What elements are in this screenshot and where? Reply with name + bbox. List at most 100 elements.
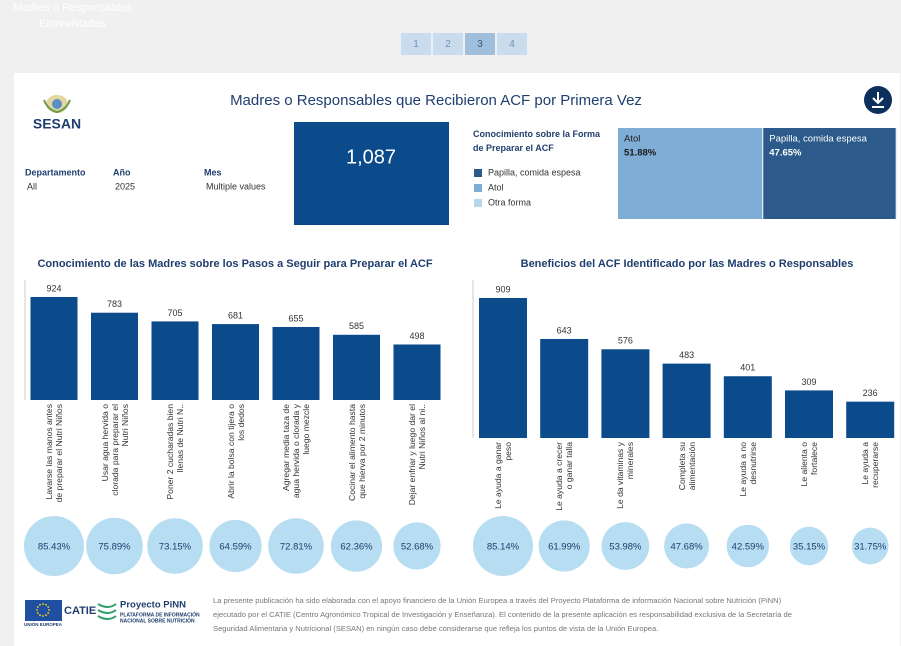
share-label: 61.99% [548,542,581,553]
bar-value-label: 705 [167,308,182,318]
eu-label: UNIÓN EUROPEA [24,620,63,627]
x-tick-label: Le da vitaminas y minerales [615,442,636,509]
logo-text: SESAN [33,116,81,132]
project-name: Proyecto PiNN [120,600,186,611]
page-button[interactable] [497,33,527,55]
treemap-tile [896,128,898,219]
bar[interactable] [333,334,380,400]
footer-text: ejecutado por el CATIE (Centro Agronómic… [213,610,792,619]
eu-star [47,612,50,614]
bar-value-label: 576 [618,336,633,346]
bar[interactable] [785,390,833,438]
x-tick-label: Le ayuda a crecer o ganar talla [554,442,575,511]
x-tick-label: Abrir la bolsa con tijera o los dedos [225,404,246,499]
page-label[interactable]: 1 [413,39,419,50]
share-label: 64.59% [219,542,252,553]
share-label: 62.36% [340,542,373,553]
share-bubble [86,517,143,575]
x-tick-label: Agregar media taza de agua hervida o clo… [281,404,311,499]
download-button[interactable] [864,86,892,114]
footer-text: La presente publicación ha sido elaborad… [213,596,782,605]
eu-star [39,614,41,617]
bar[interactable] [151,321,199,400]
share-label: 47.68% [670,542,703,553]
bar[interactable] [212,324,259,400]
filter-value[interactable]: Multiple values [206,181,266,191]
chart-title: Conocimiento de las Madres sobre los Pas… [37,258,432,270]
eu-star [48,609,50,611]
page-button[interactable] [401,33,431,55]
bar[interactable] [540,338,589,438]
x-tick-label: Lavarse las manos antes de preparar el N… [44,404,64,503]
share-bubble [789,526,829,566]
bar-value-label: 498 [409,331,424,341]
bar[interactable] [662,363,711,438]
share-bubble [330,520,383,572]
page-label[interactable]: 4 [509,39,515,50]
share-bubble [538,520,590,572]
eu-star [42,603,44,605]
eu-flag [25,600,62,621]
bar[interactable] [91,312,138,400]
bar-value-label: 309 [801,377,816,387]
share-bubble [23,515,85,577]
x-tick-label: Poner 2 cucharadas bien llenas de Nutri … [165,404,185,500]
share-label: 85.43% [38,542,71,553]
share-label: 72.81% [280,542,313,553]
catie-logo: CATIE [64,605,96,617]
share-label: 35.15% [793,542,826,553]
bar-value-label: 236 [863,388,878,398]
bar-value-label: 401 [740,363,755,373]
eu-star [36,606,39,608]
eu-star [36,612,39,614]
share-label: 75.89% [98,542,131,553]
filter-value[interactable]: All [27,181,37,191]
bar-value-label: 909 [495,284,510,294]
bar[interactable] [601,349,650,438]
bar[interactable] [479,298,527,438]
share-label: 85.14% [487,542,520,553]
title: Madres o Responsables que Recibieron ACF… [230,92,642,109]
filter-label: Departamento [25,167,86,177]
bar[interactable] [846,401,895,438]
legend-swatch [474,199,482,207]
share-bubble [209,519,262,573]
tile-name: Atol [624,134,640,145]
share-label: 73.15% [159,542,192,553]
catie-waves [97,603,117,620]
bar[interactable] [393,344,441,400]
bar-value-label: 783 [107,299,122,309]
legend-label: Atol [488,182,504,192]
kpi-value: 1,087 [346,146,396,168]
filter-value[interactable]: 2025 [115,181,135,191]
bar-value-label: 643 [557,325,572,335]
page-label[interactable]: 2 [445,39,451,50]
x-tick-label: Le ayuda a ganar peso [493,442,513,509]
eu-star [42,615,44,617]
filter-label: Mes [204,167,222,177]
project-subtitle: PLATAFORMA DE INFORMACIÓN [120,610,200,618]
filter-label: Año [113,167,131,177]
bar[interactable] [30,297,78,400]
eu-star [39,603,41,606]
page-button[interactable] [465,33,495,55]
page-button[interactable] [433,33,463,55]
bar-value-label: 483 [679,350,694,360]
x-tick-label: Cocinar el alimento hasta que hierva por… [346,404,367,501]
kpi-box [294,122,449,225]
legend-swatch [474,169,482,177]
footer-text: Seguridad Alimentaria y Nutricional (SES… [213,624,658,633]
page-label[interactable]: 3 [477,39,483,50]
legend-label: Otra forma [488,197,531,207]
bar[interactable] [723,376,772,438]
kpi-label: Madres o Responsables Entrevistadas [13,2,132,30]
chart-title: Beneficios del ACF Identificado por las … [521,258,854,270]
bar[interactable] [272,326,320,400]
legend-title: Conocimiento sobre la Forma de Preparar … [473,129,601,153]
eu-star [36,609,38,611]
share-label: 53.98% [609,542,642,553]
share-label: 42.59% [732,542,765,553]
x-tick-label: Dejar enfriar y luego dar el Nutri Niños… [407,404,427,506]
